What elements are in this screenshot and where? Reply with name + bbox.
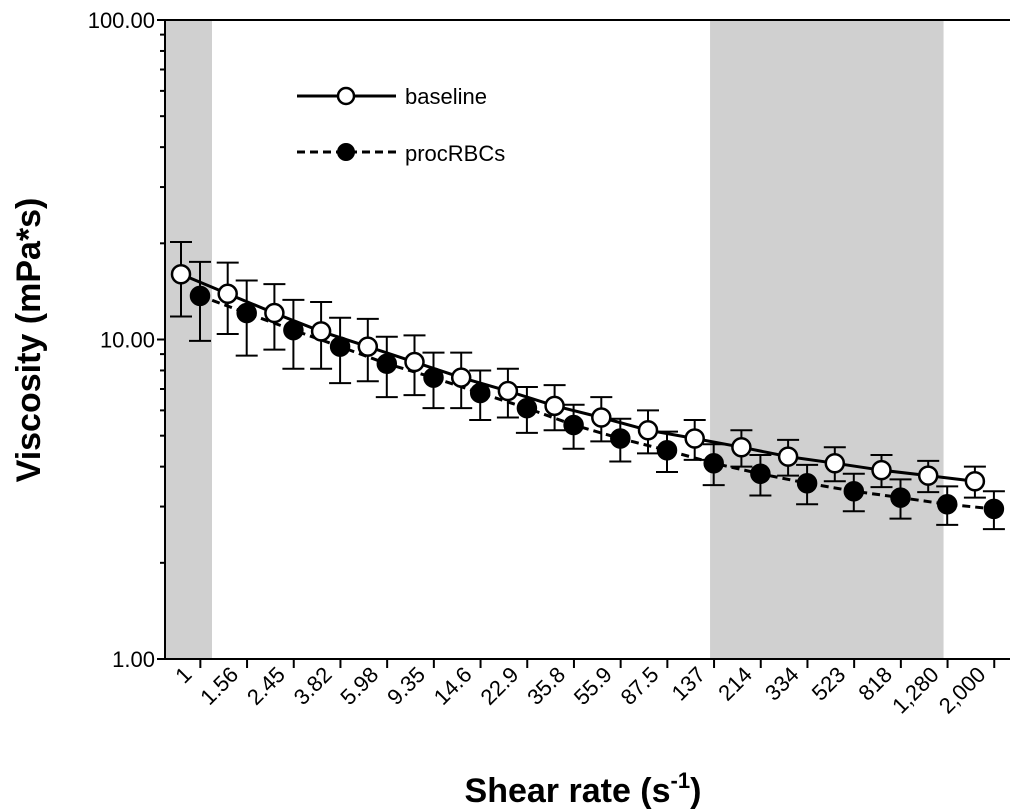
legend: baseline procRBCs — [297, 84, 505, 166]
data-point — [637, 419, 659, 441]
x-tick-label: 35.8 — [522, 662, 570, 710]
y-axis-ticks: 1.00 10.00 100.00 — [88, 8, 165, 672]
data-point — [936, 494, 958, 515]
x-tick-label: 137 — [667, 662, 711, 706]
data-point — [189, 285, 211, 307]
data-point — [357, 336, 379, 357]
shaded-regions — [166, 20, 944, 659]
x-tick-label: 1 — [170, 662, 196, 688]
x-axis-title-end: ) — [690, 772, 701, 810]
legend-procrbcs-marker — [337, 143, 355, 161]
data-point — [310, 321, 332, 342]
x-axis-title-superscript: -1 — [671, 768, 691, 793]
x-axis-title: Shear rate (s-1) — [465, 768, 702, 810]
data-point — [450, 367, 472, 388]
data-point — [544, 395, 565, 417]
data-point — [656, 440, 678, 461]
data-point — [236, 302, 257, 324]
x-tick-label: 523 — [807, 662, 851, 706]
series-baseline — [170, 240, 986, 499]
legend-baseline-label: baseline — [405, 84, 487, 109]
data-point — [591, 407, 612, 428]
x-axis-ticks: 11.562.453.825.989.3514.622.935.855.987.… — [170, 659, 996, 719]
data-point — [516, 397, 538, 419]
data-point — [964, 471, 986, 492]
x-tick-label: 87.5 — [616, 662, 664, 710]
x-tick-label: 214 — [713, 662, 757, 706]
data-point — [563, 414, 584, 436]
data-point — [890, 487, 911, 508]
data-point — [871, 459, 892, 481]
y-tick-label: 10.00 — [100, 328, 155, 353]
data-point — [170, 264, 192, 285]
data-point — [469, 382, 491, 404]
x-tick-label: 1,280 — [887, 662, 944, 719]
data-point — [843, 480, 865, 502]
x-tick-label: 2,000 — [934, 662, 991, 719]
x-tick-label: 5.98 — [335, 662, 383, 710]
shaded-region-0 — [166, 20, 212, 659]
legend-procrbcs-label: procRBCs — [405, 141, 505, 166]
data-point — [264, 302, 285, 324]
data-point — [917, 465, 939, 486]
data-point — [983, 498, 1005, 520]
data-point — [217, 283, 238, 305]
x-tick-label: 334 — [760, 662, 804, 706]
x-tick-label: 1.56 — [195, 662, 243, 710]
data-point — [610, 428, 631, 449]
x-axis-title-main: Shear rate (s — [465, 772, 671, 810]
data-point — [497, 380, 519, 402]
x-tick-label: 9.35 — [382, 662, 430, 710]
legend-baseline-marker — [336, 86, 356, 106]
x-tick-label: 2.45 — [242, 662, 290, 710]
series-procRBCs — [189, 260, 1005, 531]
data-point — [731, 436, 752, 458]
shaded-region-1 — [710, 20, 944, 659]
data-series — [170, 240, 1005, 531]
data-point — [376, 353, 398, 374]
y-tick-label: 100.00 — [88, 8, 155, 33]
data-point — [777, 446, 799, 467]
data-point — [750, 463, 771, 485]
x-tick-label: 3.82 — [289, 662, 337, 710]
data-point — [703, 452, 724, 474]
x-tick-label: 14.6 — [429, 662, 477, 710]
data-point — [404, 351, 425, 373]
y-axis-title: Viscosity (mPa*s) — [10, 198, 48, 483]
data-point — [796, 472, 818, 494]
data-point — [824, 452, 846, 474]
x-tick-label: 55.9 — [569, 662, 617, 710]
x-tick-label: 22.9 — [475, 662, 523, 710]
data-point — [684, 428, 705, 449]
y-tick-label: 1.00 — [112, 647, 155, 672]
